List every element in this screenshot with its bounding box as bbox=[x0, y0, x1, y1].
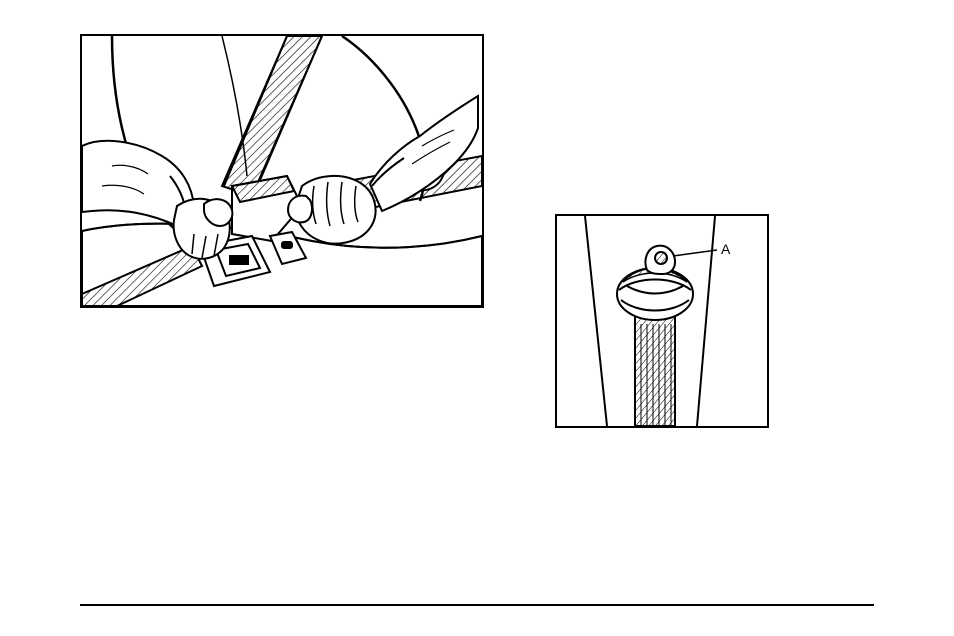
figure-seatbelt-buckle bbox=[80, 34, 484, 308]
figure-seatbelt-hook: A bbox=[555, 214, 769, 428]
callout-a-label: A bbox=[721, 241, 731, 257]
page-rule bbox=[80, 604, 874, 606]
page: A bbox=[0, 0, 954, 636]
seatbelt-hook-svg: A bbox=[557, 216, 767, 426]
seatbelt-buckle-svg bbox=[82, 36, 482, 306]
